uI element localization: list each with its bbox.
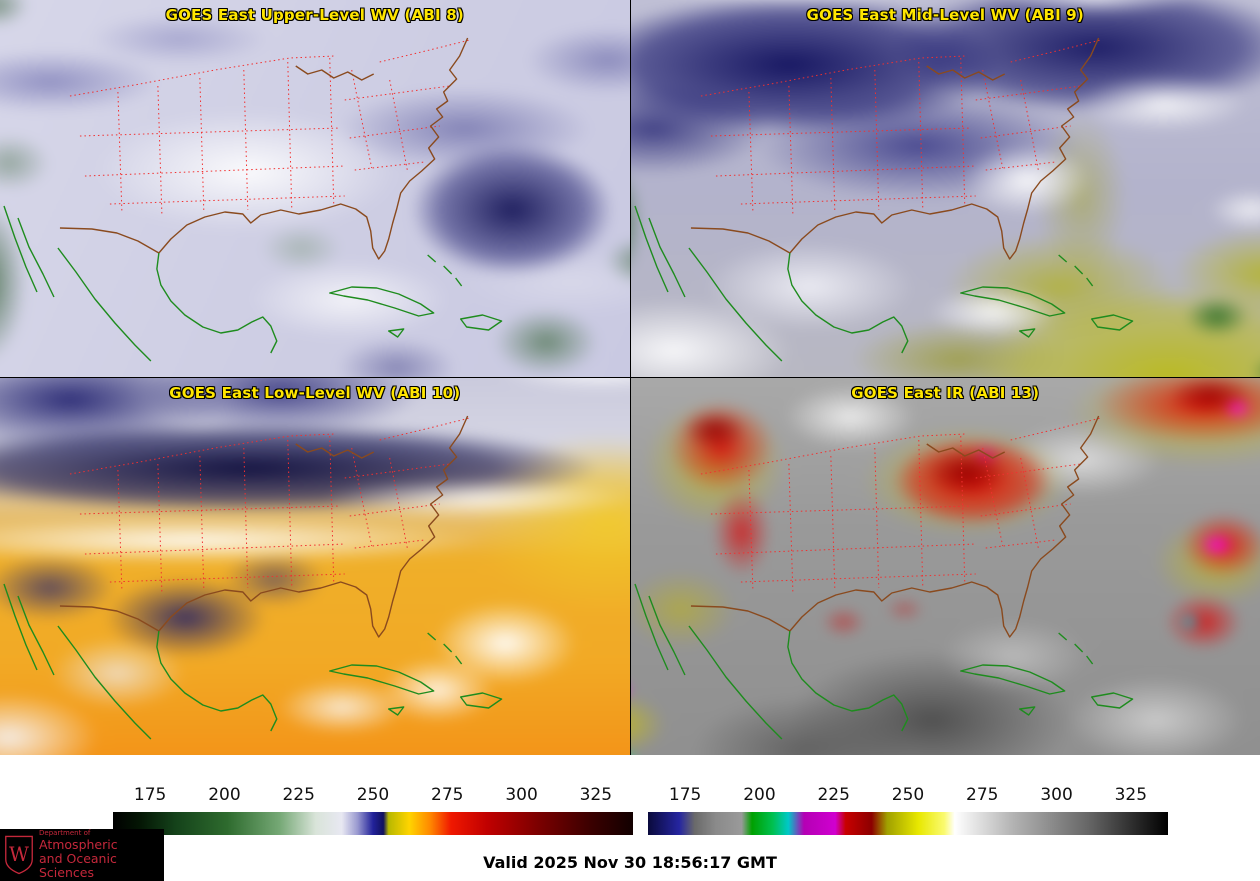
valid-timestamp: Valid 2025 Nov 30 18:56:17 GMT [483, 853, 777, 872]
colorbar-tick-label: 175 [668, 785, 702, 805]
colorbar-tick-label: 200 [208, 785, 241, 805]
logo-dept-line: Department of [39, 829, 91, 838]
satellite-imagery-abi8 [0, 0, 630, 377]
panel-title: GOES East Upper-Level WV (ABI 8) [165, 6, 464, 24]
colorbar-tick-label: 200 [743, 785, 776, 805]
colorbar-tick-label: 275 [431, 785, 464, 805]
colorbar-tick-label: 325 [1114, 785, 1148, 805]
satellite-imagery-abi13 [630, 378, 1260, 755]
colorbar-gradient [113, 812, 633, 835]
colorbar-gradient [648, 812, 1168, 835]
panel-title: GOES East Mid-Level WV (ABI 9) [806, 6, 1084, 24]
colorbar-tick-label: 250 [891, 785, 925, 805]
satellite-imagery-abi10 [0, 378, 630, 755]
map-overlay [633, 415, 1133, 740]
colorbar-ir: 175 200 225 250 275 300 325 [648, 785, 1168, 835]
uw-crest-icon: W [5, 835, 33, 875]
logo-name-line2: and Oceanic Sciences [39, 851, 117, 881]
colorbar-tick-label: 300 [1040, 785, 1073, 805]
tick-row: 175 200 225 250 275 300 325 [648, 785, 1168, 809]
panel-mid-level-wv: GOES East Mid-Level WV (ABI 9) [630, 0, 1260, 377]
panel-title: GOES East Low-Level WV (ABI 10) [169, 384, 461, 402]
logo-text: Department of Atmospheric and Oceanic Sc… [39, 829, 164, 881]
colorbar-wv: 175 200 225 250 275 300 325 [113, 785, 633, 835]
logo-letter: W [9, 843, 29, 866]
footer: 175 200 225 250 275 300 325 175 200 225 250 275 300… [0, 755, 1260, 881]
tick-row: 175 200 225 250 275 300 325 [113, 785, 633, 809]
map-overlay [3, 37, 503, 362]
panel-low-level-wv: GOES East Low-Level WV (ABI 10) [0, 378, 630, 755]
satellite-imagery-abi9 [630, 0, 1260, 377]
satellite-grid: GOES East Upper-Level WV (ABI 8) GOES Ea… [0, 0, 1260, 755]
colorbar-tick-label: 175 [133, 785, 167, 805]
colorbar-tick-label: 225 [282, 785, 315, 805]
map-overlay [633, 37, 1133, 362]
colorbar-tick-label: 325 [579, 785, 613, 805]
logo-name-line1: Atmospheric [39, 836, 118, 852]
uw-aos-logo: W Department of Atmospheric and Oceanic … [0, 829, 164, 881]
colorbar-tick-label: 225 [817, 785, 850, 805]
panel-title: GOES East IR (ABI 13) [851, 384, 1040, 402]
panel-ir: GOES East IR (ABI 13) [630, 378, 1260, 755]
colorbar-tick-label: 275 [966, 785, 999, 805]
panel-upper-level-wv: GOES East Upper-Level WV (ABI 8) [0, 0, 630, 377]
colorbar-tick-label: 300 [505, 785, 538, 805]
colorbar-tick-label: 250 [356, 785, 390, 805]
map-overlay [3, 415, 503, 740]
